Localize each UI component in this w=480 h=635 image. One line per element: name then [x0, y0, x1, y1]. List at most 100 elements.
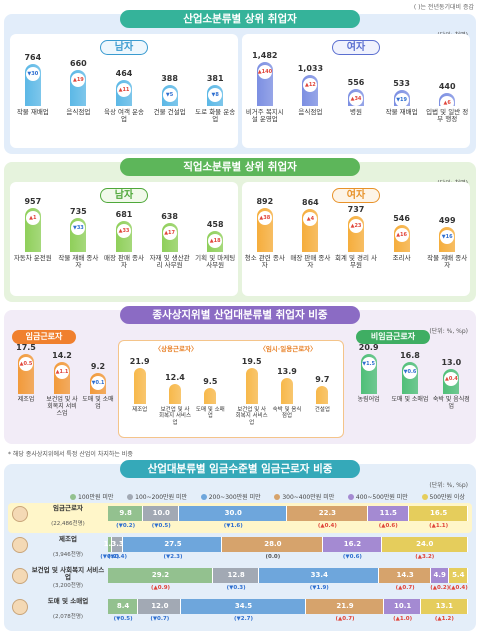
legend-item: 100~200만원 미만 [127, 492, 187, 501]
sub-title: 〈상용근로자〉 [154, 345, 198, 353]
segment-label: 3.3 [111, 540, 124, 548]
legend-swatch [127, 493, 134, 500]
value-label: 19.5 [241, 357, 262, 366]
category-label: 기획 및 마케팅 사무원 [195, 254, 236, 270]
change-label: (▼2.7) [234, 616, 254, 622]
segment-label: 29.2 [151, 571, 170, 579]
change-badge: ▲23 [349, 218, 363, 233]
segment-label: 24.0 [416, 540, 434, 548]
segment-label: 27.5 [164, 540, 182, 548]
legend-item: 300~400만원 미만 [274, 492, 334, 501]
change-label: (▼0.7) [150, 616, 170, 622]
change-badge: ▲1 [25, 211, 40, 225]
change-badge: ▲12 [303, 78, 318, 93]
bar-segment [108, 537, 112, 552]
segment-label: 13.1 [435, 602, 454, 610]
legend-swatch [347, 493, 354, 500]
legend-label: 200~300만원 미만 [208, 494, 261, 501]
legend-label: 100~200만원 미만 [135, 494, 188, 501]
change-badge: ▲34 [349, 92, 363, 107]
change-badge: ▲6 [440, 95, 455, 110]
change-label: (▲1.2) [434, 616, 454, 622]
legend-swatch [70, 493, 76, 500]
segment-label: 21.9 [336, 602, 354, 610]
section-title: 종사상지위별 산업대분류별 취업자 비중 [120, 306, 360, 324]
change-badge: ▲140 [257, 65, 272, 79]
bar [281, 378, 293, 404]
panel-title: 여자 [332, 40, 380, 55]
segment-label: 28.0 [264, 540, 282, 548]
unit-label: (단위: %, %p) [429, 328, 468, 335]
segment-label: 9.8 [119, 509, 132, 517]
bar-segment [287, 506, 368, 521]
category-label: 회계 및 경리 사무원 [334, 254, 378, 270]
value-label: 13.0 [441, 358, 462, 368]
bar-segment [323, 537, 382, 552]
legend-label: 300~400만원 미만 [282, 494, 335, 501]
category-label: 농림어업 [357, 396, 380, 403]
panel-title: 여자 [332, 188, 380, 203]
panel [118, 340, 344, 438]
change-label: (0.0) [265, 554, 281, 560]
group-title: 임금근로자 [12, 330, 76, 344]
category-label: 제조업 [132, 407, 148, 413]
segment-label: 34.5 [234, 602, 253, 610]
row-icon [12, 568, 28, 584]
change-label: (▲0.7) [335, 616, 355, 622]
change-badge: ▼5 [162, 87, 177, 102]
bar-segment [379, 568, 431, 583]
change-badge: ▲11 [117, 83, 131, 98]
value-label: 464 [115, 69, 133, 79]
category-label: 도로 화물 운송업 [195, 108, 236, 124]
change-label: (▼2.3) [163, 554, 183, 560]
bar-segment [448, 568, 468, 583]
legend-item: 400~500만원 미만 [347, 492, 408, 501]
bar-segment [367, 506, 409, 521]
category-label: 제조업 [17, 396, 35, 403]
category-label: 보건업 및 사회복지 서비스업 [158, 407, 192, 426]
category-label: 숙박 및 음식점업 [272, 407, 302, 420]
category-label: 보건업 및 사회복지 서비스업 [235, 407, 268, 426]
segment-label: 33.4 [310, 571, 328, 579]
segment-label: 12.0 [151, 602, 169, 610]
segment-label: 30.0 [224, 509, 242, 517]
row-label: 임금근로자 [53, 504, 83, 512]
value-label: 9.2 [90, 361, 106, 371]
legend-item: 500만원 이상 [421, 492, 465, 501]
category-label: 숙박 및 음식점업 [432, 396, 470, 410]
value-label: 735 [70, 207, 87, 217]
category-label: 작물 재배업 [385, 108, 418, 116]
change-label: (▲1.0) [393, 616, 413, 622]
bar-segment [259, 568, 380, 583]
value-label: 458 [206, 219, 224, 229]
change-badge: ▲0.5 [19, 357, 33, 371]
change-label: (▲0.2) [430, 585, 450, 591]
category-label: 건설업 [314, 407, 330, 413]
row-note: (22,486천명) [51, 521, 85, 527]
change-badge: ▲16 [394, 228, 409, 243]
value-label: 1,033 [297, 64, 324, 74]
change-badge: ▼0.6 [403, 364, 417, 379]
row-label: 보건업 및 사회복지 서비스업 [31, 566, 105, 582]
change-label: (▲0.4) [448, 585, 468, 591]
legend-label: 400~500만원 미만 [355, 494, 408, 501]
bar [245, 368, 258, 404]
segment-label: 16.2 [343, 540, 362, 548]
change-label: (▲0.6) [378, 523, 398, 529]
value-label: 556 [347, 78, 365, 88]
legend-swatch [421, 493, 428, 500]
segment-label: 8.4 [116, 602, 130, 610]
value-label: 21.9 [129, 357, 150, 366]
row-label: 도매 및 소매업 [47, 597, 89, 605]
bar-segment [123, 537, 223, 552]
category-label: 비거주 복지시설 운영업 [245, 108, 284, 124]
change-label: (▼0.2) [100, 554, 120, 560]
bar-segment [108, 506, 144, 521]
value-label: 13.9 [277, 367, 297, 377]
row-icon [12, 506, 28, 522]
change-label: (▼0.6) [342, 554, 362, 560]
change-badge: ▼19 [394, 93, 409, 108]
change-badge: ▲33 [117, 223, 131, 238]
category-label: 병원 [350, 108, 362, 116]
